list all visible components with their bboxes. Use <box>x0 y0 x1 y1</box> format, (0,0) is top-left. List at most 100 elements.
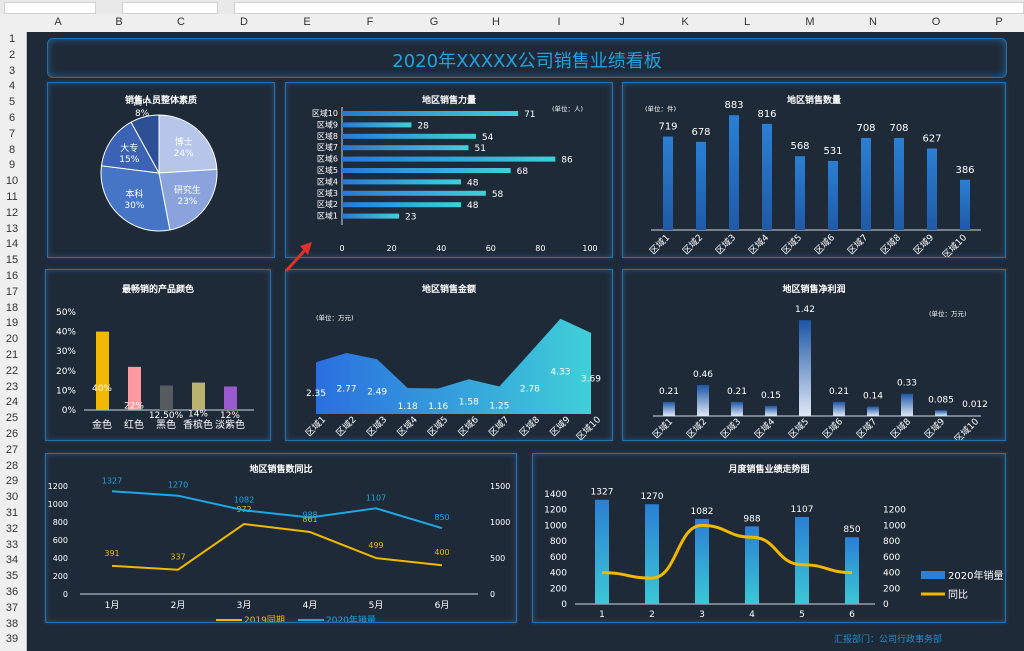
category-label: 区域3 <box>364 414 389 439</box>
formula-input[interactable] <box>122 2 218 14</box>
category-label: 区域4 <box>317 176 338 186</box>
column-header-P[interactable]: P <box>995 16 1003 28</box>
formula-content[interactable] <box>234 2 1024 14</box>
data-label: 1.18 <box>398 402 418 412</box>
column-header-B[interactable]: B <box>115 16 123 28</box>
chart-net-profit[interactable]: 地区销售净利润 (单位：万元) 0.21 区域1 0.46 区域2 0.21 区域3 0.15… <box>622 269 1006 441</box>
row-header-1[interactable]: 1 <box>8 33 16 45</box>
category-label: 区域8 <box>888 415 913 440</box>
row-header-34[interactable]: 34 <box>5 554 19 567</box>
bar <box>894 137 904 230</box>
bar <box>927 148 937 230</box>
row-header-8[interactable]: 8 <box>8 143 16 156</box>
column-header-F[interactable]: F <box>366 16 374 28</box>
row-header-30[interactable]: 30 <box>5 491 19 504</box>
column-header-N[interactable]: N <box>869 16 877 28</box>
chart-title: 地区销售数量 <box>786 96 841 106</box>
tick-label: 1000 <box>490 518 510 527</box>
row-header-24[interactable]: 24 <box>5 396 19 409</box>
row-header-33[interactable]: 33 <box>5 538 19 551</box>
row-header-9[interactable]: 9 <box>8 159 16 172</box>
row-header-35[interactable]: 35 <box>5 570 19 583</box>
row-header-18[interactable]: 18 <box>5 301 19 314</box>
pie-label: 高中 <box>133 96 151 108</box>
column-header-D[interactable]: D <box>240 16 248 28</box>
column-headers: A B C D E F G H I J K L M N O P <box>0 14 1024 33</box>
row-header-22[interactable]: 22 <box>5 364 19 377</box>
row-header-3[interactable]: 3 <box>8 64 16 77</box>
pie-value: 24% <box>174 149 194 159</box>
tick-label: 50% <box>56 308 76 318</box>
row-header-37[interactable]: 37 <box>5 601 19 614</box>
column-header-K[interactable]: K <box>681 16 689 28</box>
row-header-25[interactable]: 25 <box>5 412 19 425</box>
data-label: 627 <box>922 133 941 144</box>
column-header-C[interactable]: C <box>177 16 185 28</box>
chart-sales-qty[interactable]: 地区销售数量 (单位：件) 719 区域1 678 区域2 883 区域3 816 区域4 568… <box>622 82 1006 258</box>
combo-chart: 0 200 400 600 800 1000 1200 1400 0 200 400 600 800 10… <box>544 488 1003 620</box>
chart-staff-quality[interactable]: 销售人员整体素质 博士 24% 研究生 23% 本科 30% 大专 15% 高中 8% <box>47 82 275 258</box>
column-header-H[interactable]: H <box>492 16 500 28</box>
category-label: 3月 <box>237 600 252 611</box>
tick-label: 200 <box>883 584 900 594</box>
data-label: 708 <box>856 123 875 134</box>
bar <box>762 123 772 230</box>
row-header-21[interactable]: 21 <box>5 349 19 361</box>
row-header-23[interactable]: 23 <box>5 380 19 393</box>
row-header-11[interactable]: 11 <box>6 191 18 203</box>
data-label: 1327 <box>591 488 614 498</box>
category-label: 4月 <box>303 600 318 611</box>
tick-label: 1200 <box>883 506 906 516</box>
row-header-39[interactable]: 39 <box>5 633 19 646</box>
row-header-19[interactable]: 19 <box>5 317 19 330</box>
category-label: 区域10 <box>574 413 604 440</box>
tick-label: 1000 <box>883 521 906 531</box>
category-label: 区域10 <box>952 415 982 440</box>
data-label: 23 <box>405 213 416 223</box>
column-header-O[interactable]: O <box>931 16 941 28</box>
row-header-12[interactable]: 12 <box>5 206 19 219</box>
category-label: 区域10 <box>940 231 970 257</box>
chart-sales-force[interactable]: 地区销售力量 (单位：人) 区域10 71 区域9 28 区域8 54 区域7 51 区域6 86 区… <box>285 82 613 258</box>
chart-product-colors[interactable]: 最畅销的产品颜色 0% 10% 20% 30% 40% 50% 40% 金色 22% 红色 12.5… <box>45 269 271 441</box>
chart-sales-amount[interactable]: 地区销售金额 (单位：万元) 2.35 区域1 2.77 区域2 2.49 区域3 1.18 区… <box>285 269 613 441</box>
row-header-13[interactable]: 13 <box>5 222 19 235</box>
chart-title: 地区销售净利润 <box>782 285 846 295</box>
row-header-29[interactable]: 29 <box>5 475 19 488</box>
column-header-G[interactable]: G <box>429 16 439 28</box>
row-header-2[interactable]: 2 <box>8 48 16 61</box>
column-header-M[interactable]: M <box>805 16 815 28</box>
row-header-14[interactable]: 14 <box>5 238 19 251</box>
row-header-26[interactable]: 26 <box>5 428 19 440</box>
row-header-7[interactable]: 7 <box>8 127 16 140</box>
unit-label: (单位：万元) <box>316 313 354 322</box>
column-header-L[interactable]: L <box>743 16 751 28</box>
row-header-5[interactable]: 5 <box>8 96 16 109</box>
row-header-38[interactable]: 38 <box>5 617 19 630</box>
chart-trend[interactable]: 月度销售业绩走势图 0 200 400 600 800 1000 1200 1400 0 200 4… <box>532 453 1006 623</box>
row-header-36[interactable]: 36 <box>5 586 19 598</box>
chart-yoy[interactable]: 地区销售数同比 0 200 400 600 800 1000 1200 0 500 1000 150… <box>45 453 517 623</box>
column-header-J[interactable]: J <box>619 16 625 28</box>
row-header-27[interactable]: 27 <box>5 443 19 456</box>
data-label: 499 <box>368 541 383 550</box>
column-header-I[interactable]: I <box>557 16 561 28</box>
row-header-10[interactable]: 10 <box>5 175 19 188</box>
category-label: 6月 <box>435 600 450 611</box>
category-label: 区域3 <box>713 232 738 257</box>
row-header-16[interactable]: 16 <box>5 270 19 282</box>
row-header-20[interactable]: 20 <box>5 333 19 346</box>
category-label: 区域1 <box>317 211 338 221</box>
column-header-A[interactable]: A <box>54 16 62 28</box>
bar <box>342 168 511 173</box>
column-header-E[interactable]: E <box>303 16 311 28</box>
row-header-17[interactable]: 17 <box>5 285 19 298</box>
row-header-15[interactable]: 15 <box>5 254 19 267</box>
row-header-28[interactable]: 28 <box>5 459 19 472</box>
row-header-31[interactable]: 31 <box>5 507 19 519</box>
row-header-32[interactable]: 32 <box>5 522 19 535</box>
row-header-6[interactable]: 6 <box>8 112 16 124</box>
row-header-4[interactable]: 4 <box>8 80 16 93</box>
tick-label: 200 <box>53 572 68 581</box>
name-box[interactable] <box>4 2 96 14</box>
